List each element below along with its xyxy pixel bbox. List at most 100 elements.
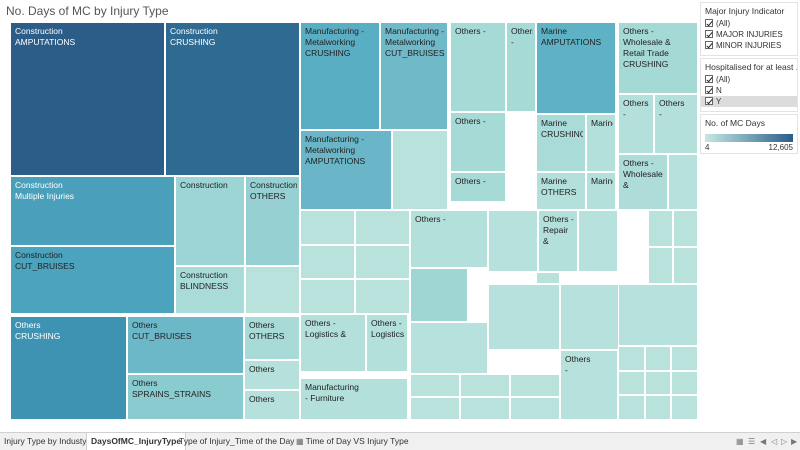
treemap-tile[interactable]: Others <box>244 360 300 390</box>
treemap-tile[interactable]: Construction OTHERS <box>245 176 300 266</box>
treemap-tile[interactable] <box>488 284 560 350</box>
treemap-tile[interactable]: Marine <box>586 114 616 172</box>
first-page-icon[interactable]: ◀ <box>760 437 767 446</box>
treemap-tile[interactable] <box>578 210 618 272</box>
treemap-tile[interactable] <box>510 374 560 397</box>
treemap-tile[interactable] <box>300 279 355 314</box>
treemap-tile-label: Others OTHERS <box>249 320 285 341</box>
treemap-tile[interactable]: Others - Logistics <box>366 314 408 372</box>
checkbox-checked-icon[interactable] <box>705 86 713 94</box>
treemap-tile[interactable]: Marine OTHERS <box>536 172 586 210</box>
treemap-tile[interactable]: Others - Wholesale & <box>618 154 668 210</box>
treemap-tile[interactable] <box>648 247 673 284</box>
treemap-tile[interactable]: Marine CRUSHING <box>536 114 586 172</box>
treemap-tile[interactable] <box>671 370 698 396</box>
treemap-tile[interactable] <box>355 210 410 245</box>
tab-time-of-day-vs-injury-type[interactable]: ▦ Time of Day VS Injury Type <box>296 436 409 446</box>
treemap-tile[interactable]: Construction Multiple Injuries <box>10 176 175 246</box>
treemap-tile[interactable] <box>392 130 448 210</box>
last-page-icon[interactable]: ▶ <box>791 437 798 446</box>
checkbox-checked-icon[interactable] <box>705 97 713 105</box>
checkbox-checked-icon[interactable] <box>705 75 713 83</box>
filter-option-all[interactable]: (All) <box>701 74 797 85</box>
treemap-tile-label: Marine <box>591 176 613 186</box>
treemap-tile[interactable] <box>245 266 300 314</box>
treemap-tile[interactable]: Marine <box>586 172 616 210</box>
treemap-tile[interactable] <box>460 397 510 420</box>
treemap-tile[interactable] <box>355 279 410 314</box>
grid-view-icon[interactable]: ▦ <box>736 437 744 446</box>
treemap-tile[interactable] <box>410 397 460 420</box>
next-page-icon[interactable]: ▷ <box>781 437 788 446</box>
treemap-tile[interactable] <box>536 272 560 284</box>
treemap-tile[interactable]: Manufacturing - Metalworking CRUSHING <box>300 22 380 130</box>
filter-option-y[interactable]: Y <box>701 96 797 107</box>
treemap-tile[interactable] <box>618 370 645 396</box>
treemap-tile[interactable] <box>618 395 645 420</box>
treemap-tile[interactable] <box>644 346 672 371</box>
treemap-chart[interactable]: Construction AMPUTATIONS Construction CRU… <box>10 22 698 420</box>
treemap-tile[interactable]: Others CUT_BRUISES <box>127 316 244 374</box>
treemap-tile[interactable]: Construction BLINDNESS <box>175 266 245 314</box>
treemap-tile[interactable]: Others - <box>450 112 506 172</box>
treemap-tile[interactable] <box>644 370 672 396</box>
checkbox-checked-icon[interactable] <box>705 41 713 49</box>
treemap-tile[interactable] <box>618 284 698 346</box>
treemap-tile[interactable]: Others - Logistics & <box>300 314 366 372</box>
treemap-tile[interactable]: Others - <box>560 350 618 420</box>
treemap-tile[interactable] <box>671 346 698 371</box>
treemap-tile[interactable] <box>668 154 698 210</box>
treemap-tile[interactable]: Others - <box>450 22 506 112</box>
treemap-tile[interactable]: Others - Wholesale & Retail Trade CRUSHI… <box>618 22 698 94</box>
treemap-tile[interactable]: Others SPRAINS_STRAINS <box>127 374 244 420</box>
treemap-tile[interactable]: Others - <box>450 172 506 202</box>
filter-option-minor[interactable]: MINOR INJURIES <box>701 40 797 51</box>
treemap-tile[interactable] <box>673 210 698 247</box>
treemap-tile[interactable] <box>671 395 698 420</box>
treemap-tile-label: Others - <box>659 98 685 119</box>
treemap-tile[interactable] <box>300 210 355 245</box>
filter-option-major[interactable]: MAJOR INJURIES <box>701 29 797 40</box>
treemap-tile[interactable]: Marine AMPUTATIONS <box>536 22 616 114</box>
treemap-tile[interactable]: Manufacturing - Metalworking AMPUTATIONS <box>300 130 392 210</box>
treemap-tile[interactable]: Others - <box>506 22 536 112</box>
treemap-tile[interactable] <box>488 210 538 272</box>
list-view-icon[interactable]: ☰ <box>748 437 756 446</box>
treemap-tile[interactable] <box>300 244 355 280</box>
tab-injury-type-by-industry[interactable]: Injury Type by Industy <box>4 436 87 446</box>
treemap-tile[interactable]: Others <box>244 390 300 420</box>
filter-option-n[interactable]: N <box>701 85 797 96</box>
treemap-tile[interactable] <box>355 244 410 280</box>
treemap-tile[interactable]: Others - Repair & <box>538 210 578 272</box>
treemap-tile[interactable]: Others - <box>410 210 488 268</box>
treemap-tile[interactable] <box>644 395 672 420</box>
treemap-tile[interactable]: Others CRUSHING <box>10 316 127 420</box>
checkbox-checked-icon[interactable] <box>705 30 713 38</box>
treemap-tile[interactable] <box>673 247 698 284</box>
treemap-tile[interactable]: Construction AMPUTATIONS <box>10 22 165 176</box>
treemap-tile[interactable] <box>460 374 510 397</box>
treemap-tile[interactable]: Construction <box>175 176 245 266</box>
treemap-tile[interactable] <box>410 322 488 374</box>
tab-type-of-injury-time-of-day[interactable]: Type of Injury_Time of the Day <box>179 436 295 446</box>
treemap-tile[interactable]: Others - <box>618 94 654 154</box>
treemap-tile[interactable]: Construction CUT_BRUISES <box>10 246 175 314</box>
treemap-tile[interactable] <box>410 268 468 322</box>
treemap-tile[interactable] <box>510 397 560 420</box>
treemap-tile[interactable] <box>618 346 645 371</box>
treemap-tile[interactable] <box>648 210 673 247</box>
tab-daysofmc-injurytype[interactable]: DaysOfMC_InjuryType <box>86 433 187 450</box>
treemap-tile[interactable] <box>410 374 460 397</box>
treemap-tile[interactable]: Others OTHERS <box>244 316 300 360</box>
treemap-tile[interactable] <box>560 284 620 350</box>
treemap-tile[interactable]: Manufacturing - Furniture <box>300 378 408 420</box>
treemap-tile[interactable]: Manufacturing - Metalworking CUT_BRUISES <box>380 22 448 130</box>
prev-page-icon[interactable]: ◁ <box>771 437 778 446</box>
treemap-tile[interactable]: Others - <box>654 94 698 154</box>
treemap-tile-label: Others - <box>455 176 486 186</box>
treemap-tile[interactable]: Construction CRUSHING <box>165 22 300 176</box>
filter-option-all[interactable]: (All) <box>701 18 797 29</box>
checkbox-checked-icon[interactable] <box>705 19 713 27</box>
legend-min: 4 <box>705 143 710 152</box>
grid-icon: ▦ <box>296 437 304 446</box>
